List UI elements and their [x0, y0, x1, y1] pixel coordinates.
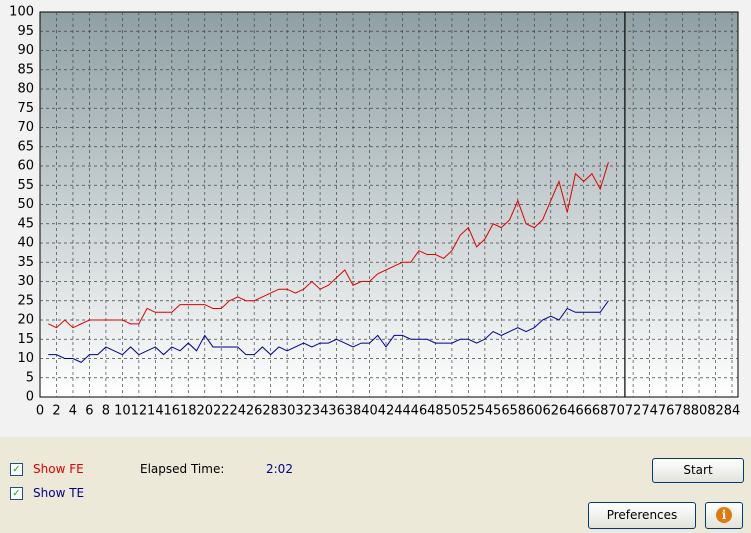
legend-label: Show TE [33, 486, 85, 500]
x-tick-label: 22 [213, 404, 230, 419]
x-tick-label: 50 [444, 404, 461, 419]
y-tick-label: 0 [26, 390, 34, 405]
x-tick-label: 54 [477, 404, 494, 419]
x-tick-label: 56 [493, 404, 510, 419]
y-tick-label: 95 [17, 24, 34, 39]
y-tick-label: 75 [17, 101, 34, 116]
x-tick-label: 60 [526, 404, 543, 419]
show-fe-checkbox[interactable]: ✓ Show FE [10, 462, 84, 476]
series-line [48, 300, 609, 363]
series-line [48, 162, 609, 329]
x-tick-label: 40 [361, 404, 378, 419]
info-icon: i [716, 507, 732, 523]
y-tick-label: 40 [17, 236, 34, 251]
y-tick-label: 30 [17, 274, 34, 289]
x-tick-label: 78 [674, 404, 691, 419]
y-tick-label: 50 [17, 197, 34, 212]
x-tick-label: 0 [36, 404, 44, 419]
x-tick-label: 18 [180, 404, 197, 419]
x-tick-label: 82 [707, 404, 724, 419]
x-tick-label: 64 [559, 404, 576, 419]
x-tick-label: 36 [328, 404, 345, 419]
x-tick-label: 52 [460, 404, 477, 419]
show-te-checkbox[interactable]: ✓ Show TE [10, 486, 84, 500]
x-tick-label: 14 [147, 404, 164, 419]
elapsed-value: 2:02 [266, 462, 293, 476]
x-tick-label: 26 [246, 404, 263, 419]
y-tick-label: 45 [17, 216, 34, 231]
x-tick-label: 24 [229, 404, 246, 419]
y-tick-label: 70 [17, 120, 34, 135]
y-tick-label: 100 [9, 5, 34, 20]
x-tick-label: 4 [69, 404, 77, 419]
x-tick-label: 48 [427, 404, 444, 419]
x-tick-label: 80 [691, 404, 708, 419]
x-tick-label: 2 [52, 404, 60, 419]
y-tick-label: 85 [17, 62, 34, 77]
x-tick-label: 38 [345, 404, 362, 419]
preferences-button[interactable]: Preferences [588, 502, 696, 529]
start-button[interactable]: Start [652, 458, 744, 483]
chart: 0510152025303540455055606570758085909510… [0, 0, 751, 437]
y-tick-label: 35 [17, 255, 34, 270]
x-tick-label: 12 [131, 404, 148, 419]
y-tick-label: 60 [17, 159, 34, 174]
x-tick-label: 20 [196, 404, 213, 419]
x-tick-label: 70 [608, 404, 625, 419]
x-tick-label: 84 [724, 404, 741, 419]
x-tick-label: 68 [592, 404, 609, 419]
x-tick-label: 28 [262, 404, 279, 419]
x-tick-label: 16 [164, 404, 181, 419]
x-tick-label: 6 [85, 404, 93, 419]
x-tick-label: 10 [114, 404, 131, 419]
x-tick-label: 72 [625, 404, 642, 419]
elapsed-label: Elapsed Time: [140, 462, 225, 476]
y-tick-label: 25 [17, 293, 34, 308]
y-tick-label: 20 [17, 313, 34, 328]
x-tick-label: 34 [312, 404, 329, 419]
x-tick-label: 76 [658, 404, 675, 419]
legend-label: Show FE [33, 462, 84, 476]
y-tick-label: 80 [17, 82, 34, 97]
x-tick-label: 8 [102, 404, 110, 419]
y-tick-label: 65 [17, 139, 34, 154]
x-tick-label: 66 [575, 404, 592, 419]
x-tick-label: 74 [641, 404, 658, 419]
y-tick-label: 90 [17, 43, 34, 58]
y-tick-label: 15 [17, 332, 34, 347]
x-tick-label: 58 [510, 404, 527, 419]
y-tick-label: 10 [17, 351, 34, 366]
x-tick-label: 30 [279, 404, 296, 419]
x-tick-label: 44 [394, 404, 411, 419]
x-tick-label: 46 [411, 404, 428, 419]
y-tick-label: 55 [17, 178, 34, 193]
x-tick-label: 42 [378, 404, 395, 419]
y-tick-label: 5 [26, 370, 34, 385]
x-tick-label: 62 [542, 404, 559, 419]
x-tick-label: 32 [295, 404, 312, 419]
info-button[interactable]: i [705, 502, 743, 529]
